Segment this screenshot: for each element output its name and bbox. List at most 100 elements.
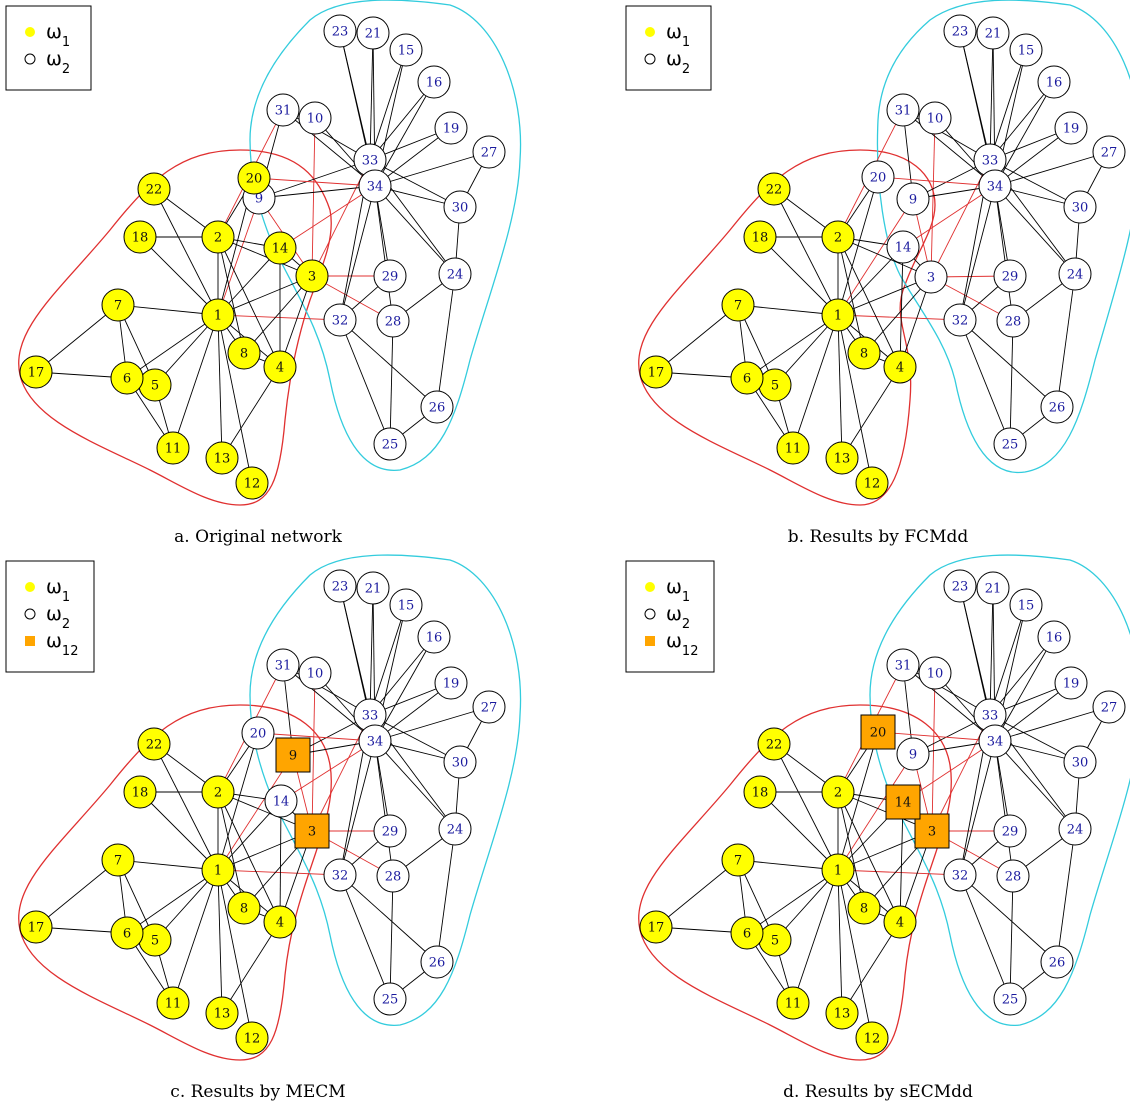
panel-caption: d. Results by sECMdd [783, 1082, 973, 1102]
node-23: 23 [943, 569, 977, 603]
node-14: 14 [263, 231, 297, 265]
node-27: 27 [1092, 135, 1126, 169]
edge-24-26 [1056, 828, 1076, 963]
node-circle [373, 259, 407, 293]
node-label: 9 [909, 193, 917, 208]
node-34: 34 [358, 169, 392, 203]
edge-30-33 [989, 159, 1081, 208]
edge-15-33 [369, 49, 407, 161]
node-label: 10 [307, 667, 324, 682]
node-circle [855, 1021, 889, 1055]
edge-24-26 [1056, 273, 1076, 408]
node-13: 13 [825, 996, 859, 1030]
node-circle [914, 260, 948, 294]
edge-1-13 [217, 869, 223, 1014]
node-label: 1 [834, 309, 842, 324]
node-15: 15 [389, 33, 423, 67]
edge-1-12 [837, 869, 873, 1039]
edge-16-34 [994, 636, 1055, 742]
node-circle [201, 775, 235, 809]
edge-1-6 [746, 314, 839, 379]
node-6: 6 [730, 361, 764, 395]
node-label: 2 [834, 786, 842, 801]
node-20: 20 [241, 716, 275, 750]
node-square [885, 784, 921, 820]
node-label: 10 [307, 112, 324, 127]
node-27: 27 [472, 135, 506, 169]
node-3: 3 [914, 813, 950, 849]
node-label: 17 [648, 366, 665, 381]
legend-circle-icon [24, 53, 36, 65]
edge-25-28 [389, 875, 394, 1000]
edge-1-22 [773, 188, 839, 316]
node-26: 26 [1040, 945, 1074, 979]
node-circle [266, 93, 300, 127]
edge-1-9 [837, 753, 914, 871]
node-8: 8 [847, 336, 881, 370]
node-label: 15 [398, 44, 415, 59]
edge-24-34 [374, 740, 456, 830]
node-18: 18 [743, 220, 777, 254]
legend-subscript: 2 [682, 617, 690, 632]
node-32: 32 [323, 858, 357, 892]
edge-16-33 [369, 81, 435, 161]
node-circle [861, 160, 895, 194]
node-2: 2 [201, 220, 235, 254]
edge-2-4 [217, 236, 281, 368]
node-circle [721, 288, 755, 322]
edge-1-11 [172, 869, 219, 1004]
node-label: 32 [332, 869, 349, 884]
edge-32-34 [339, 185, 376, 321]
node-label: 25 [1002, 993, 1019, 1008]
node-11: 11 [776, 431, 810, 465]
node-square [275, 737, 311, 773]
node-circle [721, 843, 755, 877]
edge-15-33 [989, 604, 1027, 716]
node-label: 30 [1072, 756, 1089, 771]
node-25: 25 [993, 427, 1027, 461]
legend-subscript: 2 [62, 62, 70, 77]
node-label: 4 [896, 361, 904, 376]
edge-1-7 [737, 859, 839, 871]
node-label: 13 [214, 452, 231, 467]
legend-box [625, 5, 712, 91]
node-circle [639, 355, 673, 389]
node-31: 31 [266, 93, 300, 127]
edge-1-12 [217, 869, 253, 1039]
node-7: 7 [721, 288, 755, 322]
node-17: 17 [19, 355, 53, 389]
node-label: 26 [1049, 401, 1066, 416]
edge-31-33 [282, 109, 371, 161]
node-circle [821, 775, 855, 809]
node-10: 10 [918, 101, 952, 135]
edge-4-14 [279, 800, 282, 923]
edge-2-8 [837, 236, 865, 354]
node-circle [757, 727, 791, 761]
legend-subscript: 2 [682, 62, 690, 77]
node-label: 30 [1072, 201, 1089, 216]
node-label: 34 [987, 180, 1004, 195]
hull-cluster-2 [876, 0, 1130, 474]
node-label: 25 [382, 993, 399, 1008]
hull-cluster-2 [249, 554, 522, 1026]
node-circle [1009, 33, 1043, 67]
edge-1-22 [153, 743, 219, 871]
node-27: 27 [472, 690, 506, 724]
node-21: 21 [356, 571, 390, 605]
node-circle [821, 853, 855, 887]
node-1: 1 [821, 298, 855, 332]
node-label: 23 [952, 25, 969, 40]
edge-4-13 [221, 366, 281, 459]
node-circle [241, 716, 275, 750]
edge-31-33 [902, 664, 991, 716]
node-circle [1063, 745, 1097, 779]
panel-caption: c. Results by MECM [170, 1082, 345, 1102]
edge-1-9 [217, 754, 294, 871]
node-2: 2 [821, 220, 855, 254]
edge-1-32 [217, 314, 341, 321]
node-circle [847, 891, 881, 925]
node-circle [205, 996, 239, 1030]
node-label: 8 [860, 902, 868, 917]
edge-21-33 [369, 32, 374, 161]
node-circle [373, 814, 407, 848]
